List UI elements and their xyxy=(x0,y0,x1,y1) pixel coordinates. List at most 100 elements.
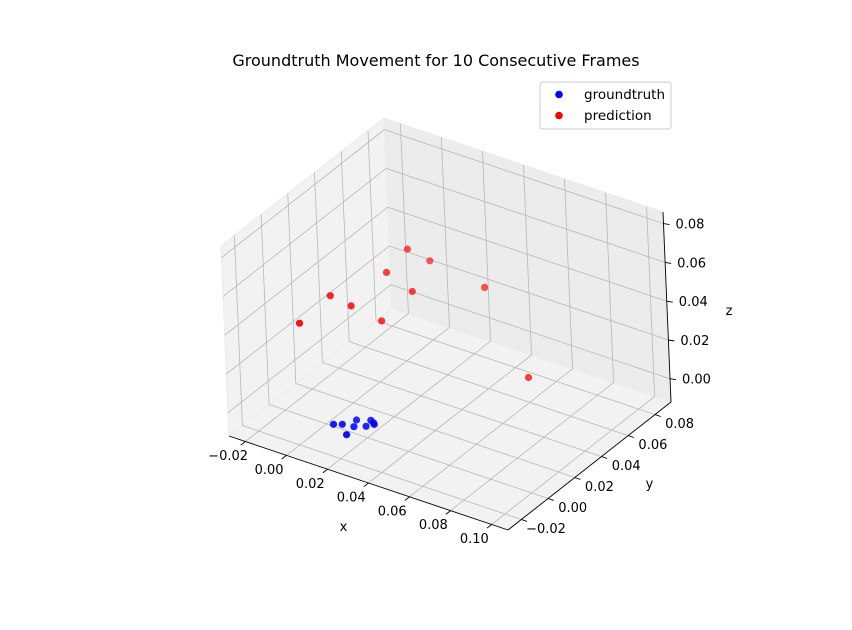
y-tick xyxy=(628,435,635,438)
gridline-x-floor xyxy=(409,368,573,498)
point-prediction xyxy=(382,268,391,276)
gridline-x-back xyxy=(646,206,655,397)
gridline-z-left xyxy=(226,245,390,375)
point-prediction xyxy=(403,245,411,253)
y-axis-label: y xyxy=(646,477,654,492)
gridline-z-back xyxy=(384,129,664,224)
x-tick-label: −0.02 xyxy=(208,449,248,464)
gridline-x-floor xyxy=(245,313,409,442)
y-tick xyxy=(654,414,661,417)
y-tick xyxy=(601,456,608,459)
z-tick xyxy=(663,223,670,226)
gridline-z-left xyxy=(222,168,387,297)
gridline-y-floor xyxy=(375,320,656,415)
gridline-y-left xyxy=(287,193,297,384)
point-groundtruth xyxy=(329,420,338,428)
z-axis-label: z xyxy=(726,304,733,319)
legend: groundtruth prediction xyxy=(539,81,672,130)
y-axis-line xyxy=(507,401,672,531)
x-tick xyxy=(445,510,451,515)
gridline-x-floor xyxy=(491,396,655,525)
y-tick xyxy=(547,498,554,501)
gridline-z-left xyxy=(224,206,389,336)
gridline-x-floor xyxy=(368,354,532,484)
point-prediction xyxy=(295,319,304,327)
gridline-y-left xyxy=(260,214,270,405)
x-tick-label: 0.06 xyxy=(378,504,407,519)
gridline-x-back xyxy=(400,123,409,314)
gridline-x-back xyxy=(523,164,532,356)
y-tick xyxy=(521,519,528,522)
x-tick xyxy=(322,468,328,474)
axes-ticks: −0.02 0.00 0.02 0.04 0.06 0.08 0.10 −0.02 0.00 0.… xyxy=(208,211,733,547)
gridline-z-left xyxy=(221,129,385,258)
x-axis-label: x xyxy=(340,520,348,535)
gridline-x-back xyxy=(441,137,450,328)
gridline-y-floor xyxy=(268,404,549,499)
point-prediction xyxy=(326,292,334,300)
legend-label-groundtruth: groundtruth xyxy=(584,87,665,103)
legend-marker-prediction xyxy=(555,111,563,120)
point-prediction xyxy=(347,302,355,310)
x-tick-label: 0.10 xyxy=(460,532,489,547)
point-prediction xyxy=(426,257,434,265)
gridline-y-floor xyxy=(295,383,575,478)
point-groundtruth xyxy=(343,431,351,439)
y-tick xyxy=(574,477,581,480)
z-tick xyxy=(668,339,675,342)
x-tick-label: 0.02 xyxy=(296,477,325,492)
y-tick-label: −0.02 xyxy=(526,522,566,537)
x-tick xyxy=(486,524,492,529)
point-prediction xyxy=(524,373,533,382)
point-prediction xyxy=(408,287,416,296)
point-groundtruth xyxy=(362,422,370,430)
legend-label-prediction: prediction xyxy=(584,108,652,124)
gridline-x-back xyxy=(482,151,491,342)
z-tick-label: 0.04 xyxy=(679,295,708,310)
z-tick xyxy=(665,261,672,264)
y-tick-label: 0.02 xyxy=(585,480,614,495)
z-tick-label: 0.08 xyxy=(676,218,705,233)
x-tick xyxy=(404,496,410,501)
gridline-y-floor xyxy=(242,425,522,520)
point-groundtruth xyxy=(350,423,358,431)
gridline-x-floor xyxy=(327,340,491,470)
z-axis-line xyxy=(662,211,672,403)
gridline-y-left xyxy=(314,172,323,363)
z-tick xyxy=(666,300,673,303)
x-tick xyxy=(363,482,369,488)
y-tick-label: 0.06 xyxy=(638,438,667,453)
gridline-x-floor xyxy=(286,327,450,456)
point-prediction xyxy=(378,317,386,325)
y-tick-label: 0.04 xyxy=(612,459,641,474)
gridline-z-back xyxy=(390,284,671,380)
point-groundtruth xyxy=(370,420,378,429)
gridline-y-left xyxy=(340,151,350,342)
gridline-z-back xyxy=(389,245,669,341)
x-tick-label: 0.04 xyxy=(337,491,366,506)
y-tick-label: 0.00 xyxy=(558,501,587,516)
x-tick xyxy=(240,441,246,446)
legend-frame xyxy=(539,81,672,130)
point-prediction xyxy=(481,283,489,291)
gridline-z-left xyxy=(227,284,392,414)
point-groundtruth xyxy=(352,416,361,424)
gridline-y-left xyxy=(367,130,377,321)
y-tick-label: 0.08 xyxy=(665,417,694,432)
gridline-x-back xyxy=(605,192,614,383)
point-groundtruth xyxy=(338,420,346,428)
gridline-z-back xyxy=(387,206,667,302)
z-tick xyxy=(669,378,677,381)
gridlines xyxy=(221,123,671,525)
chart-title: Groundtruth Movement for 10 Consecutive … xyxy=(232,51,639,70)
gridline-x-floor xyxy=(450,382,614,511)
legend-marker-groundtruth xyxy=(555,90,563,99)
z-tick-label: 0.00 xyxy=(682,373,711,388)
x-tick-label: 0.00 xyxy=(255,463,284,478)
gridline-x-back xyxy=(564,178,573,369)
gridline-y-left xyxy=(234,235,243,426)
z-tick-label: 0.06 xyxy=(677,256,706,271)
x-tick-label: 0.08 xyxy=(419,518,448,533)
gridline-y-floor xyxy=(349,341,629,436)
